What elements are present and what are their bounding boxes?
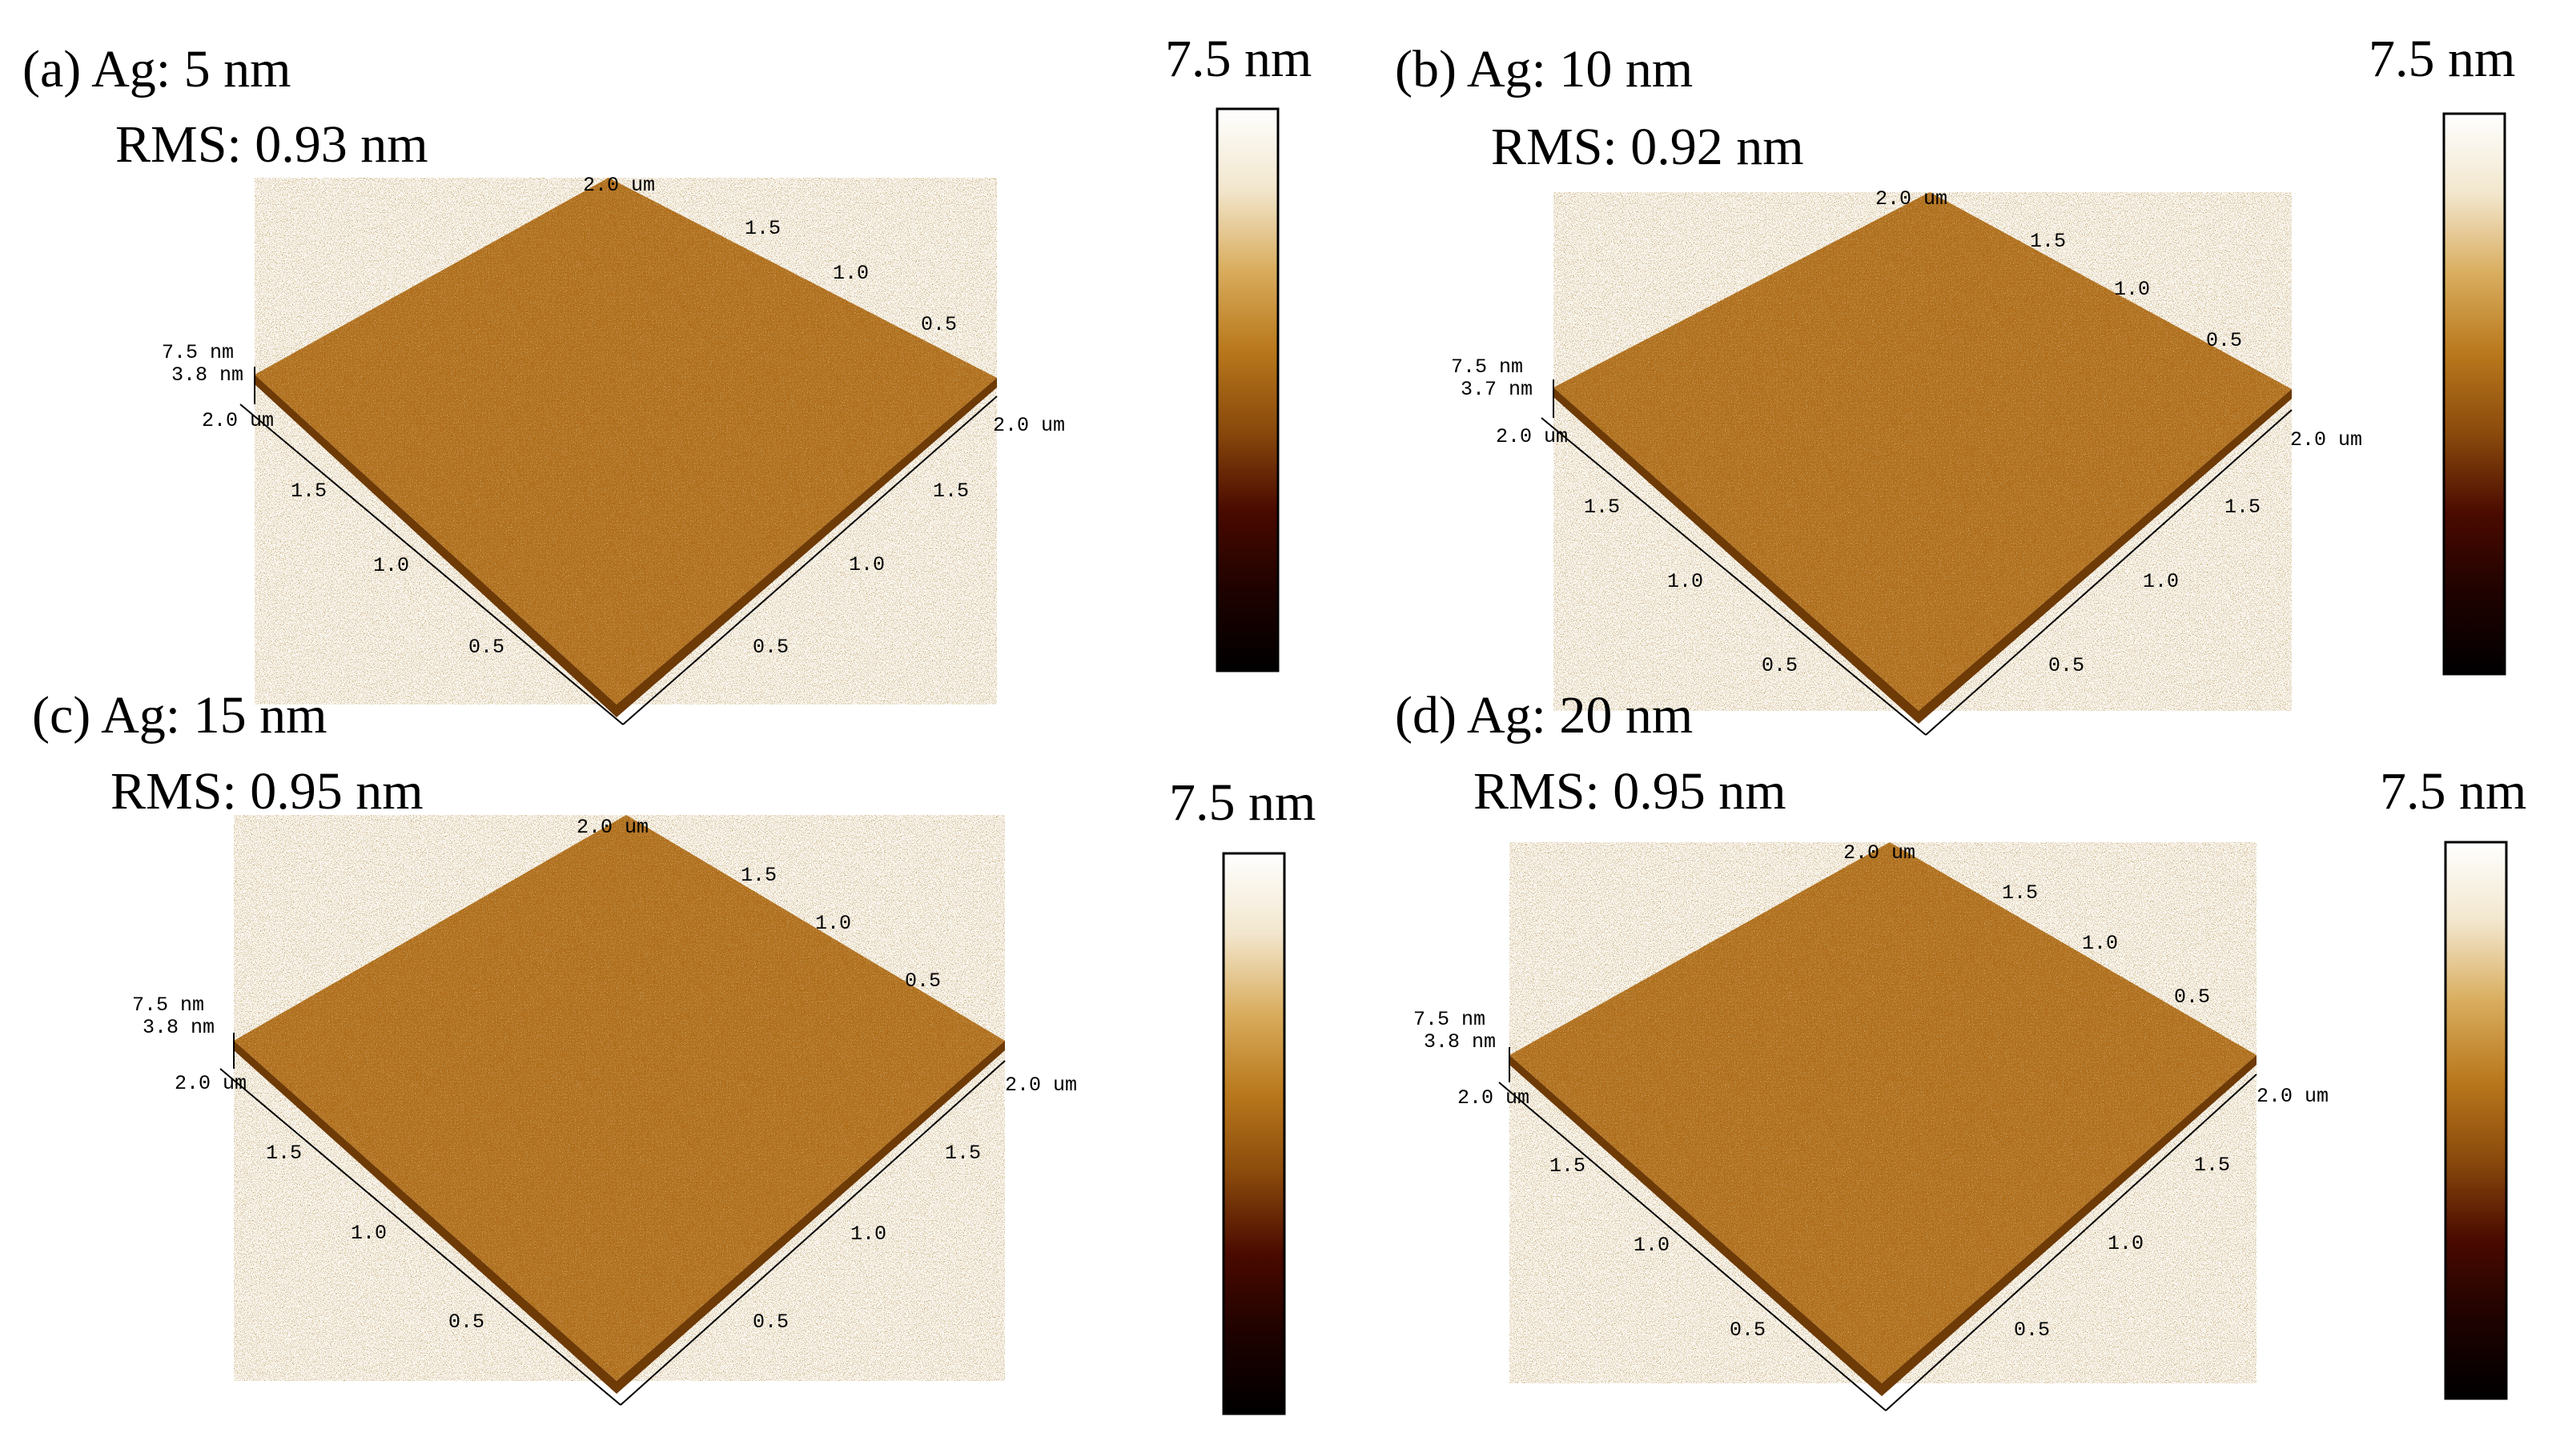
back-axis-label: 1.0 [2082,932,2118,955]
right-axis-label: 1.0 [2108,1232,2144,1255]
right-axis-label: 1.5 [933,480,969,503]
panel-b: (b) Ag: 10 nm RMS: 0.92 nm 7.5 nm 7.5 nm… [1395,30,2515,736]
z-mid-label: 3.7 nm [1461,378,1533,401]
panel-label: (d) Ag: 20 nm [1395,686,1693,745]
rms-label: RMS: 0.92 nm [1491,118,1804,176]
z-max-label: 7.5 nm [1413,1008,1485,1031]
left-axis-label: 1.0 [1667,570,1703,593]
colorbar-gradient [1216,107,1280,672]
back-axis-label: 0.5 [905,969,941,993]
right-axis-label: 1.5 [2224,496,2261,519]
rms-label: RMS: 0.93 nm [115,115,428,174]
axis-right [1925,409,2293,736]
colorbar-max-label: 7.5 nm [2380,762,2526,821]
colorbar-max-label: 7.5 nm [1165,30,1312,88]
right-axis-label: 1.0 [850,1222,886,1246]
right-axis-label: 2.0 um [993,414,1065,437]
colorbar-gradient [1222,852,1286,1415]
right-axis-label: 1.0 [2143,570,2179,593]
surface-texture [1509,842,2257,1383]
panel-label: (a) Ag: 5 nm [22,40,291,98]
colorbar [1222,852,1286,1415]
left-axis-label: 1.0 [1634,1234,1670,1257]
back-axis-label: 2.0 um [577,816,649,839]
colorbar-gradient [2444,841,2508,1400]
left-axis-label: 2.0 um [1457,1086,1529,1110]
z-max-label: 7.5 nm [162,341,234,364]
z-max-label: 7.5 nm [1451,355,1523,379]
right-axis-label: 2.0 um [1005,1074,1077,1097]
z-max-label: 7.5 nm [132,993,204,1017]
right-axis-label: 1.5 [2194,1154,2230,1177]
axis-left [1541,417,1927,736]
axis-right [1885,1074,2257,1411]
axis-right [622,395,998,725]
colorbar-gradient [2442,112,2506,676]
right-axis-label: 0.5 [753,636,789,659]
panel-a: (a) Ag: 5 nm RMS: 0.93 nm 7.5 nm 7.5 nm … [22,30,1312,725]
back-axis-label: 2.0 um [1875,187,1947,211]
afm-3d-surface: 7.5 nm 3.7 nm 2.0 um 1.5 1.0 0.5 2.0 um … [1451,187,2362,736]
surface-texture [255,178,997,704]
back-axis-label: 1.5 [2030,230,2066,253]
rms-label: RMS: 0.95 nm [1473,762,1786,821]
left-axis-label: 1.5 [1549,1154,1585,1178]
left-axis-label: 0.5 [448,1311,484,1334]
right-axis-label: 1.5 [945,1142,981,1165]
right-axis-label: 0.5 [2014,1319,2050,1342]
axis-left [219,1068,621,1406]
colorbar-max-label: 7.5 nm [1169,773,1316,832]
axis-right [620,1060,1006,1406]
colorbar [1216,107,1280,672]
right-axis-label: 0.5 [2048,654,2084,677]
left-axis-label: 2.0 um [202,409,274,432]
left-axis-label: 0.5 [1762,654,1798,677]
right-axis-label: 1.0 [849,553,885,576]
back-axis-label: 2.0 um [1843,841,1915,865]
back-axis-label: 0.5 [2206,329,2242,352]
back-axis-label: 1.5 [741,864,777,887]
panel-label: (c) Ag: 15 nm [32,686,327,745]
afm-3d-surface: 7.5 nm 3.8 nm 2.0 um 1.5 1.0 0.5 2.0 um … [132,815,1077,1406]
panel-label: (b) Ag: 10 nm [1395,40,1693,98]
left-axis-label: 1.0 [351,1222,387,1245]
back-axis-label: 1.0 [815,912,851,935]
afm-3d-surface: 7.5 nm 3.8 nm 2.0 um 1.5 1.0 0.5 2.0 um … [162,174,1065,725]
left-axis-label: 2.0 um [1496,425,1568,448]
colorbar-max-label: 7.5 nm [2369,30,2515,88]
axis-left [1498,1082,1887,1411]
right-axis-label: 0.5 [753,1311,789,1334]
axis-left [239,403,624,725]
surface-texture [234,815,1005,1381]
panel-c: (c) Ag: 15 nm RMS: 0.95 nm 7.5 nm 7.5 nm… [32,686,1316,1415]
left-axis-label: 0.5 [468,636,504,659]
left-axis-label: 1.5 [266,1142,302,1165]
left-axis-label: 1.5 [1584,496,1620,519]
left-axis-label: 1.0 [373,554,409,577]
right-axis-label: 2.0 um [2290,428,2362,452]
z-mid-label: 3.8 nm [171,363,243,387]
afm-3d-surface: 7.5 nm 3.8 nm 2.0 um 1.5 1.0 0.5 2.0 um … [1413,841,2329,1411]
colorbar [2444,841,2508,1400]
back-axis-label: 0.5 [2174,985,2210,1009]
back-axis-label: 1.5 [745,217,781,240]
back-axis-label: 1.5 [2002,881,2038,905]
left-axis-label: 0.5 [1730,1319,1766,1342]
surface-texture [1553,192,2292,711]
panel-d: (d) Ag: 20 nm RMS: 0.95 nm 7.5 nm 7.5 nm… [1395,686,2526,1411]
back-axis-label: 1.0 [2114,278,2150,301]
rms-label: RMS: 0.95 nm [111,762,424,821]
back-axis-label: 2.0 um [583,174,655,197]
right-axis-label: 2.0 um [2257,1085,2329,1108]
z-mid-label: 3.8 nm [1424,1030,1496,1054]
left-axis-label: 2.0 um [175,1072,247,1095]
back-axis-label: 0.5 [921,313,957,336]
z-mid-label: 3.8 nm [143,1016,215,1039]
left-axis-label: 1.5 [291,480,327,503]
colorbar [2442,112,2506,676]
back-axis-label: 1.0 [833,262,869,285]
